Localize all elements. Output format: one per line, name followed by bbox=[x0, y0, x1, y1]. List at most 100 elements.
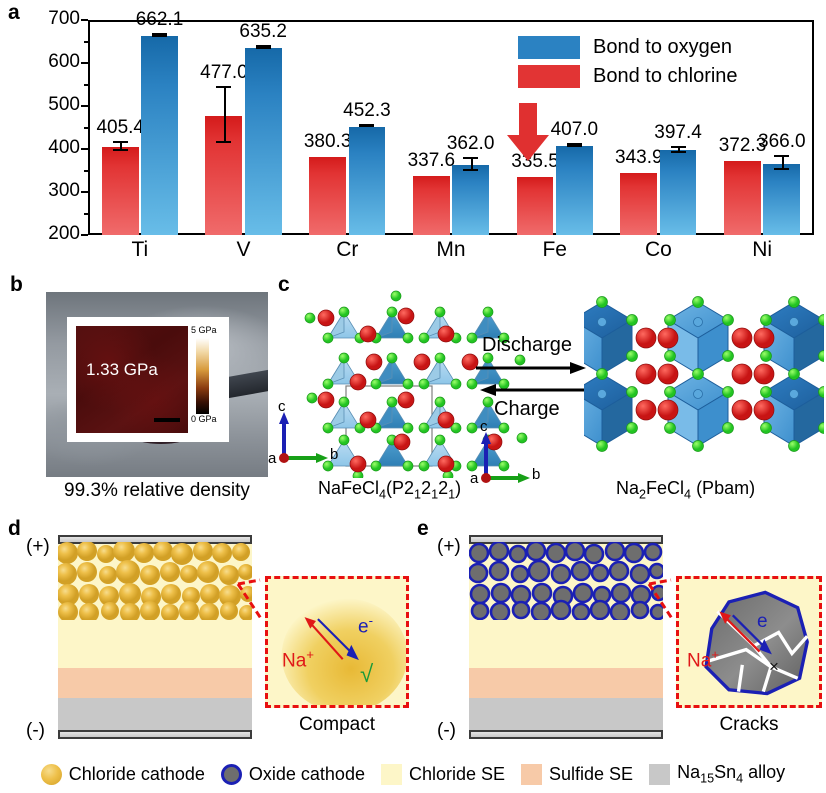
reaction-arrows bbox=[476, 362, 590, 396]
x-tick-label-ti: Ti bbox=[131, 238, 149, 261]
status-cross-icon-e: × bbox=[769, 657, 779, 676]
y-tick-mark bbox=[81, 148, 88, 150]
bar-v-oxygen bbox=[244, 47, 282, 235]
alloy-label-mid: Sn bbox=[714, 762, 737, 783]
y-tick-label: 500 bbox=[48, 94, 80, 115]
discharge-label: Discharge bbox=[482, 334, 573, 356]
error-bar-mn-oxygen bbox=[470, 159, 473, 172]
bar-co-oxygen bbox=[659, 150, 697, 235]
bar-value-v-chlorine: 477.0 bbox=[200, 62, 248, 84]
y-tick-label: 400 bbox=[48, 137, 80, 158]
crystal-structure-nafecl4 bbox=[304, 290, 528, 478]
error-cap bbox=[463, 169, 479, 172]
bar-value-ni-chlorine: 372.3 bbox=[718, 134, 767, 156]
electrode-negative-label-e: (-) bbox=[437, 720, 456, 741]
current-collector-bottom-d bbox=[58, 730, 252, 739]
bar-value-fe-chlorine: 335.5 bbox=[511, 150, 559, 172]
y-tick-mark bbox=[81, 234, 88, 236]
chart-plot-area: 200 300 400 500 600 700 405.4 662.1 Ti 477.0 635.2… bbox=[48, 8, 814, 261]
legend-swatch-chlorine bbox=[518, 65, 580, 88]
bar-group-ti: 405.4 662.1 Ti bbox=[88, 9, 192, 261]
bar-mn-chlorine bbox=[412, 175, 450, 235]
alloy-label-pre: Na bbox=[677, 762, 701, 783]
legend-row-chlorine: Bond to chlorine bbox=[518, 65, 738, 88]
alloy-layer-d bbox=[58, 698, 252, 730]
na-ion-sup-d: + bbox=[306, 647, 315, 662]
electron-label-d: e- bbox=[358, 613, 373, 638]
legend-label-chloride-se: Chloride SE bbox=[408, 763, 506, 784]
alloy-label-sub2: 4 bbox=[736, 771, 744, 786]
error-cap bbox=[463, 157, 479, 160]
axis-label-c-left: c bbox=[278, 398, 286, 415]
alloy-layer-e bbox=[469, 698, 663, 730]
bar-value-v-oxygen: 635.2 bbox=[239, 21, 287, 43]
sg-right: (Pbam) bbox=[691, 478, 756, 498]
legend-label-sulfide-se: Sulfide SE bbox=[549, 763, 634, 784]
legend-label-chlorine: Bond to chlorine bbox=[593, 65, 738, 87]
panel-letter-c: c bbox=[278, 273, 290, 296]
legend-icon-alloy bbox=[649, 763, 671, 785]
error-cap bbox=[359, 123, 375, 126]
x-tick-label-v: V bbox=[236, 238, 251, 261]
y-tick-label: 600 bbox=[48, 51, 80, 72]
bar-fe-oxygen bbox=[555, 146, 593, 235]
bar-ni-chlorine bbox=[724, 160, 761, 235]
legend-label-chloride-cathode: Chloride cathode bbox=[68, 763, 205, 784]
error-cap bbox=[216, 86, 232, 89]
bar-ni-oxygen bbox=[763, 163, 801, 235]
x-tick-label-fe: Fe bbox=[542, 238, 567, 261]
afm-colorbar-max-label: 5 GPa bbox=[191, 325, 217, 335]
electrode-positive-label-d: (+) bbox=[26, 536, 50, 557]
formula-right-mid: FeCl bbox=[646, 478, 685, 498]
panel-letter-a: a bbox=[8, 1, 20, 24]
panel-c-crystal-structures: c bbox=[268, 272, 826, 512]
bar-value-fe-oxygen: 407.0 bbox=[550, 119, 599, 141]
error-bar-ti-chlorine bbox=[120, 142, 123, 151]
legend-label-alloy: Na15Sn4 alloy bbox=[677, 762, 785, 786]
error-cap bbox=[255, 46, 271, 49]
bar-value-cr-oxygen: 452.3 bbox=[343, 99, 391, 121]
oxide-cathode-particles bbox=[469, 542, 663, 620]
bar-group-fe: 335.5 407.0 Fe bbox=[503, 20, 607, 261]
y-tick-minor bbox=[84, 212, 88, 215]
y-tick-label: 700 bbox=[48, 8, 80, 29]
y-tick-mark bbox=[81, 19, 88, 21]
alloy-label-sub1: 15 bbox=[700, 771, 715, 786]
chart-legend: Bond to oxygen Bond to chlorine bbox=[518, 36, 738, 94]
current-collector-bottom-e bbox=[469, 730, 663, 739]
chloride-cathode-particles bbox=[58, 542, 252, 620]
legend-item-chloride-cathode: Chloride cathode bbox=[40, 763, 205, 785]
legend-item-chloride-se: Chloride SE bbox=[380, 763, 506, 785]
error-cap bbox=[670, 145, 686, 148]
error-cap bbox=[255, 45, 271, 48]
axis-label-b-left: b bbox=[330, 446, 339, 463]
sulfide-se-layer-d bbox=[58, 668, 252, 698]
sg-left-sub2: 1 bbox=[431, 487, 439, 502]
structure-caption-right: Na2FeCl4 (Pbam) bbox=[616, 478, 755, 502]
inset-connector-d bbox=[236, 578, 264, 621]
bar-fe-chlorine bbox=[516, 176, 554, 235]
bar-co-chlorine bbox=[620, 173, 658, 235]
axis-label-a-right: a bbox=[470, 470, 479, 487]
bar-cr-chlorine bbox=[309, 157, 347, 235]
legend-row-oxygen: Bond to oxygen bbox=[518, 36, 738, 59]
inset-compact-particle: Na+ e- √ bbox=[265, 576, 409, 708]
sulfide-se-layer-e bbox=[469, 668, 663, 698]
panel-d-compact-cathode: d (+) (-) bbox=[0, 516, 413, 756]
bar-group-co: 343.9 397.4 Co bbox=[607, 20, 711, 261]
na-ion-label-e: Na+ bbox=[687, 647, 719, 672]
legend-icon-oxide-cathode bbox=[220, 763, 242, 785]
axes-indicator-right bbox=[481, 432, 530, 483]
panel-b-pellet-photo: b 1.33 GPa 5 GPa 0 GPa 99.3% relative de… bbox=[10, 272, 282, 512]
na-ion-text-e: Na bbox=[687, 650, 712, 672]
y-tick-mark bbox=[81, 62, 88, 64]
sg-left-close: ) bbox=[455, 478, 462, 498]
bar-value-ti-chlorine: 405.4 bbox=[96, 116, 144, 138]
legend-label-oxygen: Bond to oxygen bbox=[593, 36, 732, 58]
y-tick-minor bbox=[84, 40, 88, 43]
inset-caption-compact: Compact bbox=[298, 714, 376, 735]
y-tick-minor bbox=[84, 126, 88, 129]
error-cap bbox=[670, 150, 686, 153]
x-tick-label-mn: Mn bbox=[436, 238, 466, 261]
afm-inset: 1.33 GPa 5 GPa 0 GPa bbox=[68, 318, 228, 441]
